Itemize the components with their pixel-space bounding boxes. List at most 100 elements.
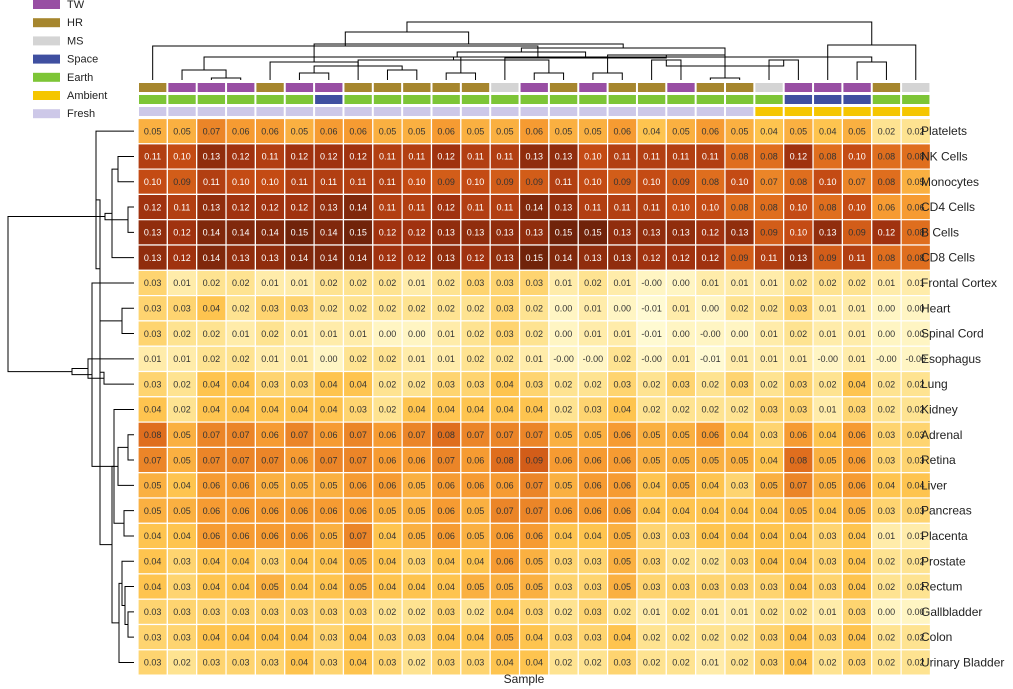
cell-label: 0.12: [379, 253, 397, 263]
cell-label: 0.02: [878, 632, 896, 642]
cell-label: 0.03: [907, 430, 925, 440]
cell-label: 0.02: [819, 658, 837, 668]
cell-label: 0.12: [291, 202, 309, 212]
cell-label: 0.02: [379, 303, 397, 313]
heatmap-cell: [518, 269, 550, 297]
cell-label: 0.03: [496, 278, 514, 288]
heatmap-cell: [313, 547, 345, 575]
annotation-condition-cell: [637, 95, 666, 104]
heatmap-cell: [783, 623, 814, 651]
heatmap-cell: [430, 472, 462, 499]
heatmap-cell: [284, 345, 315, 373]
heatmap-cell: [665, 421, 697, 449]
cell-label: 0.03: [320, 658, 338, 668]
heatmap-cell: [489, 295, 521, 322]
heatmap-cell: [225, 522, 257, 550]
heatmap-cell: [900, 497, 932, 524]
cell-label: 0.12: [173, 253, 191, 263]
heatmap-cell: [548, 345, 579, 373]
cell-label: 0.10: [408, 177, 426, 187]
heatmap-cell: [548, 623, 579, 651]
cell-label: 0.04: [672, 506, 690, 516]
cell-label: 0.04: [848, 582, 866, 592]
cell-label: 0.04: [496, 379, 514, 389]
cell-label: 0.10: [702, 202, 720, 212]
heatmap-cell: [430, 295, 462, 322]
row-label: Adrenal: [921, 428, 962, 442]
cell-label: 0.03: [437, 658, 455, 668]
legend-swatch: [33, 54, 60, 64]
annotation-storage-cell: [608, 107, 636, 116]
cell-label: 0.05: [379, 506, 397, 516]
cell-label: 0.00: [408, 329, 426, 339]
heatmap-cell: [401, 623, 433, 651]
heatmap-cell: [548, 446, 579, 474]
cell-label: 0.01: [760, 329, 778, 339]
heatmap-cell: [724, 598, 755, 626]
cell-label: 0.05: [731, 126, 749, 136]
cell-label: 0.14: [349, 202, 367, 212]
cell-label: 0.03: [731, 481, 749, 491]
annotation-storage-cell: [227, 107, 255, 116]
cell-label: 0.03: [291, 303, 309, 313]
cell-label: 0.14: [203, 253, 221, 263]
row-label: Gallbladder: [921, 605, 982, 619]
annotation-group-cell: [608, 83, 636, 92]
heatmap-cell: [900, 269, 932, 297]
heatmap-cell: [401, 598, 433, 626]
annotation-storage-cell: [726, 107, 754, 116]
cell-label: 0.02: [408, 379, 426, 389]
cell-label: 0.02: [349, 278, 367, 288]
cell-label: 0.04: [848, 632, 866, 642]
cell-label: 0.04: [907, 481, 925, 491]
cell-label: 0.11: [555, 177, 572, 187]
legend-swatch: [33, 36, 60, 46]
heatmap-cell: [753, 396, 785, 423]
cell-label: 0.07: [525, 481, 543, 491]
cell-label: 0.10: [672, 202, 690, 212]
dendrogram-branch: [71, 368, 92, 376]
heatmap-cell: [284, 396, 315, 423]
cell-label: 0.05: [584, 126, 602, 136]
heatmap-cell: [254, 168, 286, 196]
cell-label: 0.06: [291, 455, 309, 465]
cell-label: 0.07: [525, 506, 543, 516]
dendrogram-branch: [123, 510, 134, 537]
cell-label: 0.02: [760, 379, 778, 389]
heatmap-cell: [137, 269, 168, 297]
cell-label: 0.04: [467, 556, 485, 566]
annotation-group-cell: [227, 83, 255, 92]
annotation-condition-cell: [755, 95, 783, 104]
cell-label: 0.03: [907, 455, 925, 465]
cell-label: 0.06: [614, 126, 632, 136]
cell-label: 0.02: [379, 379, 397, 389]
cell-label: 0.02: [173, 329, 191, 339]
cell-label: 0.14: [320, 228, 338, 238]
cell-label: 0.01: [819, 607, 837, 617]
cell-label: 0.05: [760, 481, 778, 491]
heatmap-cell: [548, 649, 579, 676]
heatmap-cell: [166, 295, 198, 322]
cell-label: 0.03: [760, 430, 778, 440]
cell-label: 0.04: [291, 632, 309, 642]
cell-label: 0.11: [350, 177, 367, 187]
cell-label: 0.04: [320, 582, 338, 592]
annotation-storage-cell: [520, 107, 548, 116]
legend-label: Ambient: [67, 90, 107, 102]
cell-label: 0.02: [819, 278, 837, 288]
row-label: Liver: [921, 478, 947, 492]
cell-label: 0.05: [379, 126, 397, 136]
cell-label: 0.05: [525, 582, 543, 592]
cell-label: 0.14: [261, 228, 279, 238]
dendrogram-branch: [504, 55, 667, 80]
heatmap-cell: [753, 649, 785, 676]
cell-label: 0.02: [379, 354, 397, 364]
heatmap-cell: [724, 143, 755, 170]
cell-label: 0.01: [848, 354, 866, 364]
cell-label: 0.05: [496, 582, 514, 592]
annotation-condition-cell: [520, 95, 548, 104]
cell-label: 0.12: [291, 152, 309, 162]
cell-label: 0.02: [848, 278, 866, 288]
heatmap-cell: [900, 345, 932, 373]
